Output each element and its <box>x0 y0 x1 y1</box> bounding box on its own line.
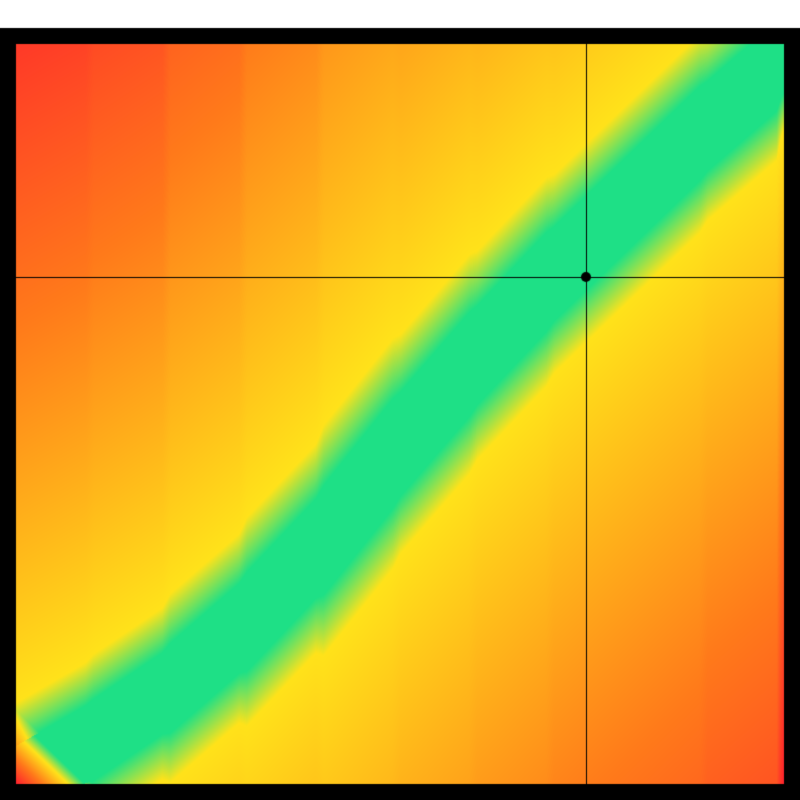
bottleneck-heatmap <box>0 0 800 800</box>
